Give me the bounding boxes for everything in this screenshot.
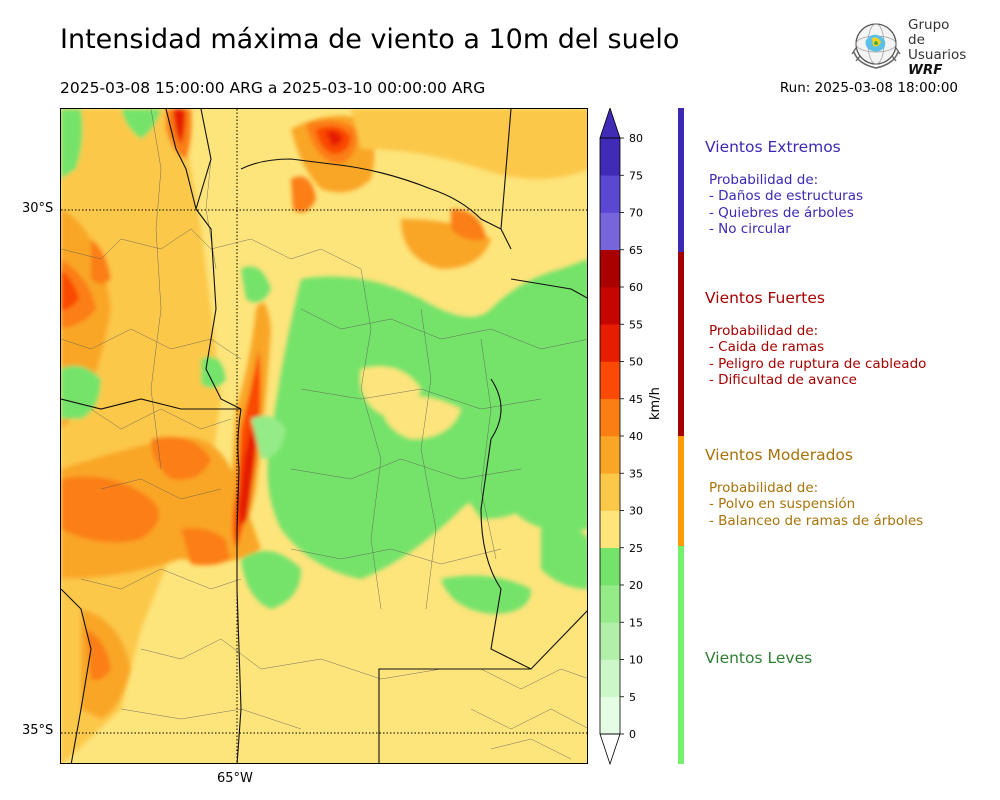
lat-label-35s: 35°S: [22, 723, 54, 738]
colorbar-tick-label: 70: [629, 207, 643, 220]
colorbar-segment: [600, 436, 620, 474]
colorbar-tick-label: 40: [629, 430, 643, 443]
colorbar-tick-label: 75: [629, 169, 643, 182]
category-desc-extreme: Probabilidad de: - Daños de estructuras …: [709, 172, 863, 237]
wind-intensity-map: [60, 108, 588, 764]
colorbar-segment: [600, 212, 620, 251]
colorbar-extend-bottom: [599, 733, 621, 766]
forecast-period: 2025-03-08 15:00:00 ARG a 2025-03-10 00:…: [60, 79, 486, 97]
colorbar-tick-label: 20: [629, 579, 643, 592]
category-desc-moderate: Probabilidad de: - Polvo en suspensión -…: [709, 480, 923, 529]
colorbar-segment: [600, 361, 620, 400]
category-bar-moderate: [678, 436, 684, 546]
lon-label-65w: 65°W: [217, 771, 253, 786]
category-desc-strong: Probabilidad de: - Caida de ramas - Peli…: [709, 323, 926, 388]
colorbar-tick-label: 80: [629, 132, 643, 145]
colorbar-segment: [600, 622, 620, 660]
colorbar-segment: [600, 287, 620, 325]
desc-line: - Balanceo de ramas de árboles: [709, 512, 924, 529]
desc-line: Probabilidad de:: [709, 480, 819, 496]
desc-line: - Daños de estructuras: [709, 188, 864, 205]
colorbar-segment: [600, 398, 620, 437]
colorbar-segment: [600, 585, 620, 623]
logo-line-1: Grupo de: [908, 17, 950, 48]
category-bar-light: [678, 546, 684, 764]
colorbar-tick-label: 0: [629, 728, 636, 741]
globe-seal-icon: [851, 23, 901, 69]
desc-line: Probabilidad de:: [709, 323, 819, 339]
colorbar-tick-label: 50: [629, 356, 643, 369]
grupo-usuarios-wrf-logo: Grupo de Usuarios WRF: [848, 17, 968, 78]
lat-label-30s: 30°S: [22, 201, 54, 216]
colorbar-segment: [600, 324, 620, 362]
colorbar-extend-top: [599, 106, 621, 139]
logo-line-3: WRF: [908, 62, 943, 78]
category-title-moderate: Vientos Moderados: [705, 446, 853, 464]
category-title-extreme: Vientos Extremos: [705, 138, 841, 156]
colorbar-segment: [600, 249, 620, 288]
category-title-light: Vientos Leves: [705, 649, 813, 667]
colorbar-segment: [600, 138, 620, 176]
desc-line: - Caida de ramas: [709, 339, 825, 356]
desc-line: Probabilidad de:: [709, 172, 819, 188]
colorbar-tick-label: 10: [629, 654, 643, 667]
colorbar-segment: [600, 510, 620, 549]
colorbar-tick-label: 5: [629, 691, 636, 704]
colorbar-tick-label: 15: [629, 616, 643, 629]
colorbar-segment: [600, 547, 620, 586]
colorbar-segment: [600, 696, 620, 735]
desc-line: - Dificultad de avance: [709, 371, 857, 388]
colorbar-segment: [600, 175, 620, 213]
colorbar-tick-label: 60: [629, 281, 643, 294]
desc-line: - No circular: [709, 220, 791, 237]
colorbar-segment: [600, 659, 620, 698]
colorbar-unit-label: km/h: [648, 387, 663, 420]
chart-title: Intensidad máxima de viento a 10m del su…: [60, 24, 680, 55]
category-bar-strong: [678, 252, 684, 436]
desc-line: - Peligro de ruptura de cableado: [709, 355, 927, 372]
colorbar-tick-label: 30: [629, 505, 643, 518]
category-bar-extreme: [678, 108, 684, 252]
colorbar-segment: [600, 473, 620, 511]
colorbar-tick-label: 65: [629, 244, 643, 257]
colorbar-tick-label: 25: [629, 542, 643, 555]
wind-field-svg: [61, 109, 587, 763]
colorbar-tick-label: 55: [629, 318, 643, 331]
desc-line: - Polvo en suspensión: [709, 496, 856, 513]
colorbar-tick-label: 35: [629, 467, 643, 480]
colorbar: 80 75 70 65 60 55 50 45 40 35 30 25 20 15 10 5 0: [598, 106, 668, 768]
desc-line: - Quiebres de árboles: [709, 204, 854, 221]
logo-line-2: Usuarios: [908, 47, 967, 63]
category-title-strong: Vientos Fuertes: [705, 289, 825, 307]
run-timestamp: Run: 2025-03-08 18:00:00: [779, 80, 958, 96]
colorbar-tick-label: 45: [629, 393, 643, 406]
